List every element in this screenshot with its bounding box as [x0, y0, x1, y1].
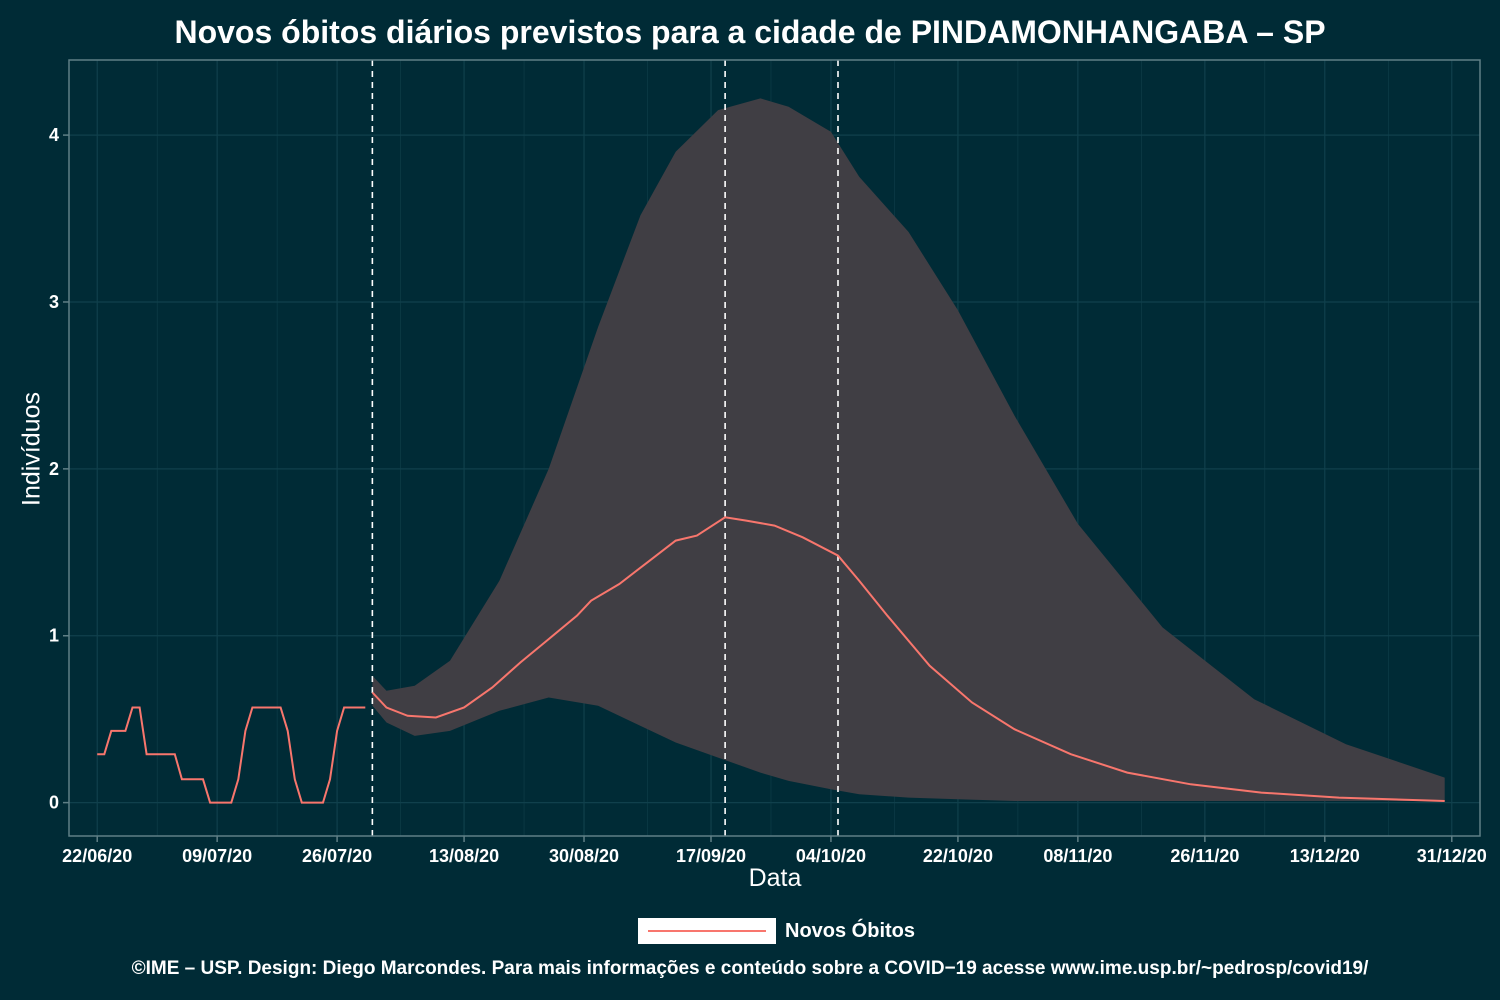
- x-tick-label: 31/12/20: [1417, 846, 1487, 866]
- x-tick-label: 08/11/20: [1043, 846, 1112, 866]
- legend-label: Novos Óbitos: [785, 919, 916, 942]
- x-tick-label: 13/12/20: [1290, 846, 1360, 866]
- y-tick-label: 3: [49, 292, 59, 312]
- confidence-band: [372, 98, 1445, 801]
- y-axis-label: Indivíduos: [17, 392, 46, 506]
- x-tick-label: 26/11/20: [1170, 846, 1239, 866]
- legend: Novos Óbitos: [638, 918, 915, 944]
- y-tick-label: 4: [49, 125, 59, 145]
- y-tick-label: 2: [49, 459, 59, 479]
- x-tick-label: 17/09/20: [676, 846, 746, 866]
- footer-caption: ©IME – USP. Design: Diego Marcondes. Par…: [131, 958, 1369, 979]
- chart-title: Novos óbitos diários previstos para a ci…: [174, 14, 1326, 50]
- legend-key-line: [638, 918, 776, 944]
- series-line: [371, 516, 1445, 802]
- series-layer: [97, 516, 1445, 804]
- x-tick-label: 22/10/20: [923, 846, 993, 866]
- x-axis-label: Data: [748, 864, 802, 892]
- y-axis-ticks: 0 1 2 3 4: [49, 125, 69, 813]
- x-axis-ticks: 22/06/20 09/07/20 26/07/20 13/08/20 30/08/20…: [62, 836, 1487, 866]
- x-tick-label: 30/08/20: [549, 846, 619, 866]
- y-tick-label: 0: [49, 793, 59, 813]
- y-tick-label: 1: [49, 626, 59, 646]
- x-tick-label: 22/06/20: [62, 846, 132, 866]
- x-tick-label: 09/07/20: [182, 846, 252, 866]
- reference-lines: [371, 60, 839, 836]
- x-tick-label: 04/10/20: [796, 846, 866, 866]
- confidence-band-layer: [372, 98, 1445, 801]
- series-line: [97, 706, 366, 804]
- x-tick-label: 13/08/20: [429, 846, 499, 866]
- x-tick-label: 26/07/20: [302, 846, 372, 866]
- panel-border: [68, 59, 1481, 837]
